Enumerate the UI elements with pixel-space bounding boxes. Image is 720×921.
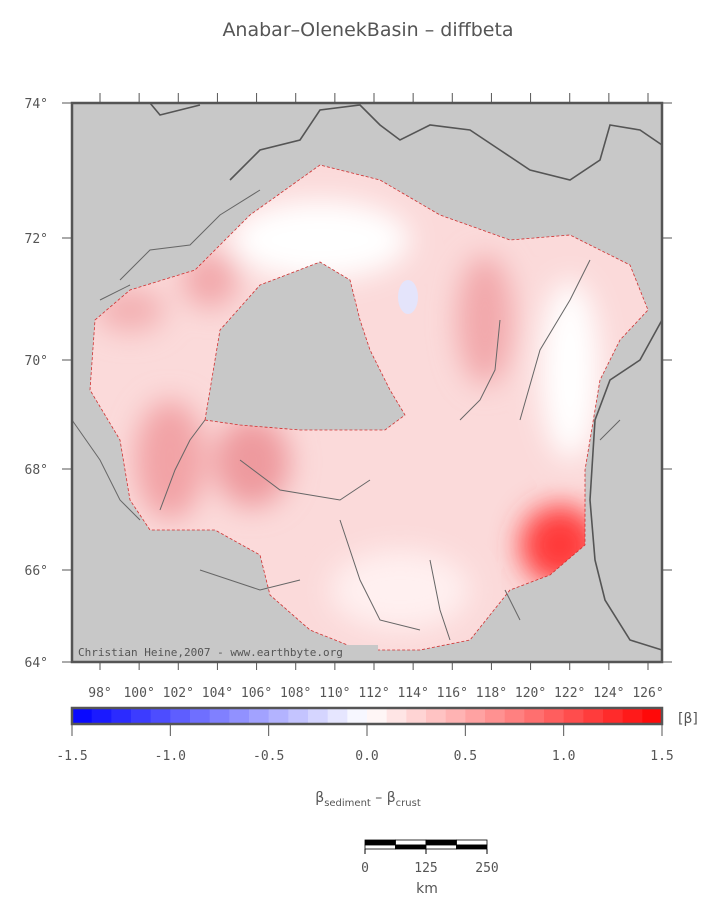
colorbar-swatch xyxy=(603,708,624,724)
scalebar-tick-label: 250 xyxy=(475,861,498,876)
scalebar-unit: km xyxy=(416,881,438,897)
colorbar-tick-label: 0.5 xyxy=(454,749,477,764)
colorbar-swatch xyxy=(327,708,348,724)
lon-label: 122° xyxy=(554,686,585,701)
colorbar-swatch xyxy=(131,708,152,724)
lon-label: 98° xyxy=(88,686,111,701)
colorbar-swatch xyxy=(347,708,368,724)
colorbar-swatch xyxy=(524,708,545,724)
scalebar-segment xyxy=(395,839,427,846)
credit-bg xyxy=(76,645,378,659)
colorbar-swatch xyxy=(170,708,191,724)
lon-label: 124° xyxy=(593,686,624,701)
credit: Christian Heine,2007 - www.earthbyte.org xyxy=(78,646,343,659)
scalebar-tick-label: 125 xyxy=(414,861,437,876)
low-spot xyxy=(398,280,418,314)
scalebar-tick-label: 0 xyxy=(361,861,369,876)
colorbar-swatch xyxy=(190,708,211,724)
colorbar-swatch xyxy=(308,708,329,724)
label-subscript: sediment xyxy=(324,798,371,809)
lon-label: 108° xyxy=(280,686,311,701)
lon-label: 120° xyxy=(515,686,546,701)
lat-label: 74° xyxy=(25,97,48,112)
colorbar-swatch xyxy=(386,708,407,724)
colorbar-swatch xyxy=(268,708,289,724)
colorbar-tick-label: -0.5 xyxy=(253,749,284,764)
map: Christian Heine,2007 - www.earthbyte.org xyxy=(70,101,664,664)
basin-outline xyxy=(89,164,649,651)
river-lena xyxy=(589,319,663,651)
rivers xyxy=(71,189,621,641)
colorbar-swatch xyxy=(72,708,93,724)
colorbar-swatch xyxy=(150,708,171,724)
lon-label: 118° xyxy=(476,686,507,701)
label-subscript: crust xyxy=(396,798,421,809)
label-text: β xyxy=(315,790,324,806)
colorbar-swatch xyxy=(583,708,604,724)
lon-label: 106° xyxy=(241,686,272,701)
colorbar-swatch xyxy=(445,708,466,724)
colorbar-swatch xyxy=(504,708,525,724)
colorbar-tick-label: 0.0 xyxy=(355,749,378,764)
scalebar-segment xyxy=(395,844,427,850)
lon-label: 100° xyxy=(123,686,154,701)
colorbar-tick-label: -1.0 xyxy=(155,749,186,764)
lon-label: 114° xyxy=(397,686,428,701)
colorbar-tick-label: 1.5 xyxy=(650,749,673,764)
hole xyxy=(204,261,406,431)
scalebar-segment xyxy=(425,844,457,850)
colorbar-swatch xyxy=(209,708,230,724)
colorbar-swatch xyxy=(406,708,427,724)
scalebar-segment xyxy=(364,839,396,846)
lat-label: 64° xyxy=(25,656,48,671)
colorbar-swatch xyxy=(622,708,643,724)
map-frame xyxy=(70,101,664,664)
lon-label: 126° xyxy=(632,686,663,701)
scalebar-segment xyxy=(456,844,488,850)
colorbar-swatch xyxy=(229,708,250,724)
colorbar-swatch xyxy=(367,708,388,724)
colorbar-swatch xyxy=(563,708,584,724)
lat-label: 72° xyxy=(25,232,48,247)
lon-label: 110° xyxy=(319,686,350,701)
lon-label: 116° xyxy=(437,686,468,701)
colorbar-swatch xyxy=(485,708,506,724)
colorbar-swatch xyxy=(642,708,663,724)
colorbar-swatch xyxy=(426,708,447,724)
colorbar-swatch xyxy=(288,708,309,724)
lat-label: 66° xyxy=(25,564,48,579)
title: Anabar–OlenekBasin – diffbeta xyxy=(222,19,513,41)
colorbar-swatch xyxy=(465,708,486,724)
colorbar-tick-label: -1.5 xyxy=(56,749,87,764)
colorbar-swatch xyxy=(91,708,112,724)
coastline xyxy=(149,102,663,181)
colorbar-tick-label: 1.0 xyxy=(552,749,575,764)
lon-label: 104° xyxy=(202,686,233,701)
scalebar-segment xyxy=(425,839,457,846)
colorbar-unit: [β] xyxy=(678,711,698,727)
scalebar-segment xyxy=(364,844,396,850)
colorbar-label: βsediment – βcrust xyxy=(315,790,421,809)
colorbar-swatch xyxy=(249,708,270,724)
scalebar-segment xyxy=(456,839,488,846)
lon-label: 102° xyxy=(163,686,194,701)
label-text: – β xyxy=(371,790,396,806)
colorbar-swatch xyxy=(111,708,132,724)
lat-label: 68° xyxy=(25,463,48,478)
lon-label: 112° xyxy=(358,686,389,701)
lat-label: 70° xyxy=(25,354,48,369)
colorbar-swatch xyxy=(544,708,565,724)
